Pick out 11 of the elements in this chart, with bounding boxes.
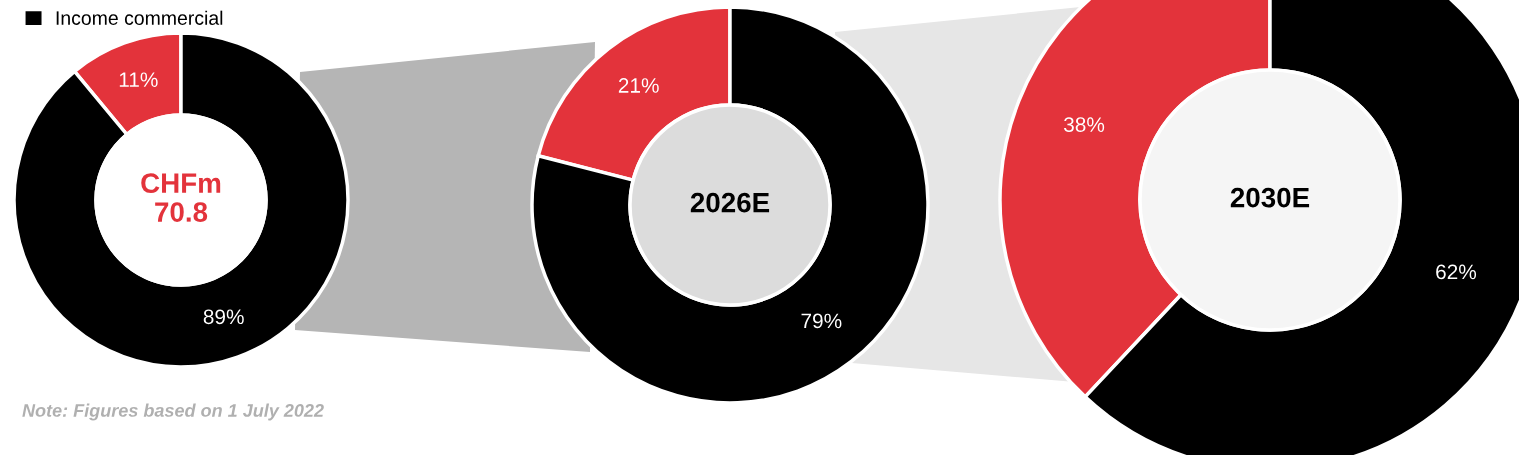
data-label: 62%	[1436, 264, 1477, 280]
text: 2030E	[1230, 187, 1310, 208]
data-label: 79%	[801, 313, 842, 329]
data-label: 38%	[1063, 117, 1105, 132]
data-label: 89%	[203, 309, 244, 325]
text: 2026E	[690, 192, 770, 213]
legend-label: Income commercial	[56, 10, 223, 25]
data-label: 21%	[618, 78, 659, 93]
text: Note: Figures based on 1 July 2022	[22, 403, 324, 421]
text: CHFm 70.8	[141, 173, 221, 222]
data-label: 11%	[119, 72, 158, 87]
